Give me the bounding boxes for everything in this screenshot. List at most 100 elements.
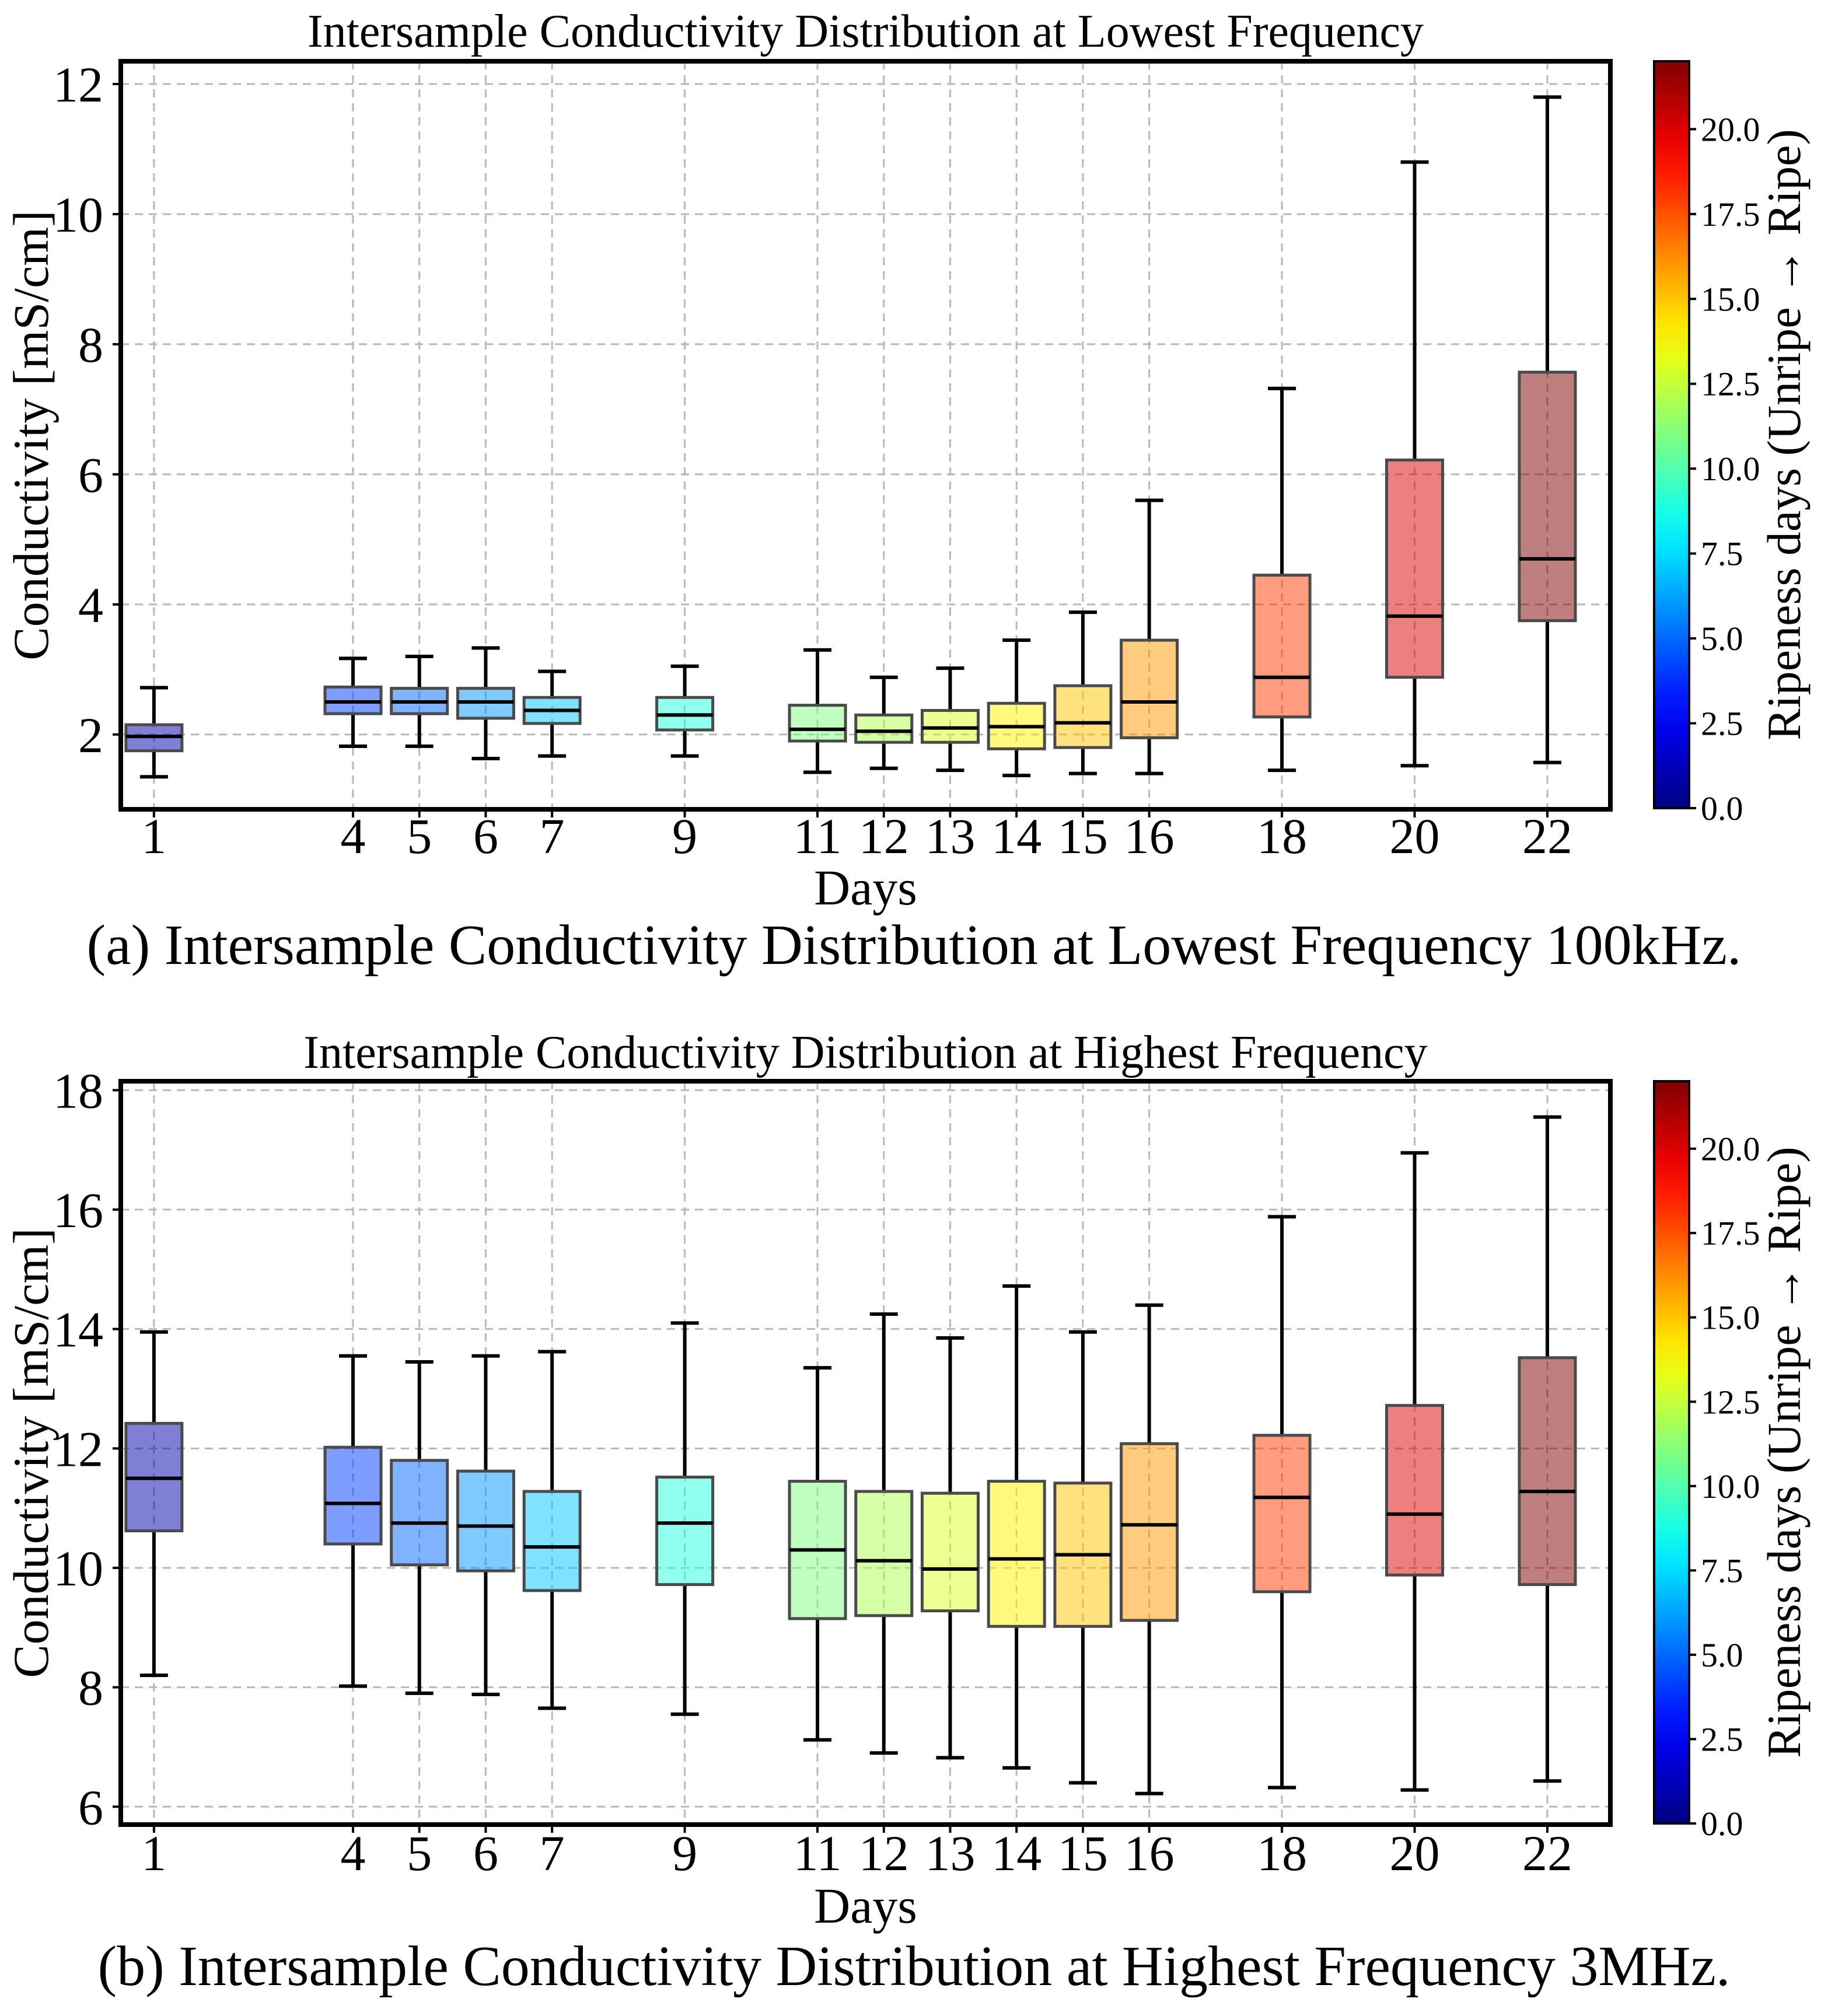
box-day-7 [522,1350,582,1710]
chart-title: Intersample Conductivity Distribution at… [307,6,1424,57]
box-iqr [987,1480,1046,1628]
x-tick-label: 5 [407,1825,432,1881]
x-tick-label: 16 [1124,1825,1175,1881]
colorbar-tick-label: 15.0 [1701,1299,1760,1337]
x-tick-label: 14 [991,1825,1041,1881]
box-day-14 [987,638,1046,778]
box-day-15 [1053,610,1113,775]
colorbar-tick-label: 10.0 [1701,450,1760,488]
box-day-16 [1120,498,1179,775]
box-day-13 [920,1336,980,1760]
y-tick-label: 10 [53,187,103,243]
x-tick-label: 7 [540,808,565,864]
y-tick-label: 4 [78,577,103,633]
box-day-12 [854,675,914,770]
y-tick-label: 8 [78,317,103,373]
colorbar-tick-label: 2.5 [1701,1720,1743,1758]
box-day-11 [788,1366,847,1742]
box-iqr [655,1475,715,1587]
colorbar-tick-label: 15.0 [1701,280,1760,318]
x-tick-label: 6 [473,1825,498,1881]
x-tick-label: 4 [341,1825,366,1881]
y-axis-label: Conductivity [mS/cm] [3,1228,59,1678]
x-tick-label: 1 [141,1825,166,1881]
x-tick-label: 14 [991,808,1041,864]
x-tick-label: 22 [1522,808,1572,864]
y-tick-label: 18 [53,1063,103,1119]
box-day-15 [1053,1330,1113,1785]
colorbar-tick-label: 20.0 [1701,1130,1760,1168]
box-iqr [1120,1442,1179,1622]
box-iqr [920,1491,980,1613]
y-tick-label: 8 [78,1660,103,1716]
caption-b: (b) Intersample Conductivity Distributio… [97,1935,1731,1998]
box-day-20 [1385,160,1445,768]
x-tick-label: 12 [859,808,909,864]
colorbar-tick-label: 12.5 [1701,1383,1760,1421]
x-axis-label: Days [814,1878,917,1934]
box-iqr [1120,638,1179,739]
box-iqr [854,1490,914,1617]
y-tick-label: 10 [53,1540,103,1596]
box-iqr [456,1469,515,1573]
box-iqr [1518,1356,1577,1587]
box-day-18 [1252,1215,1312,1790]
box-iqr [854,713,914,744]
x-tick-label: 7 [540,1825,565,1881]
colorbar: 0.0 2.5 5.0 7.5 10.0 12.5 15.0 17.5 20.0Ripeness… [1653,1080,1810,1843]
colorbar-label: Ripeness days (Unripe → Ripe) [1757,1147,1810,1758]
colorbar-tick-label: 0.0 [1701,789,1743,827]
x-tick-label: 11 [794,1825,842,1881]
box-iqr [1053,684,1113,749]
x-tick-label: 20 [1390,1825,1440,1881]
box-day-13 [920,666,980,773]
box-iqr [788,704,847,743]
x-tick-label: 1 [141,808,166,864]
colorbar-tick-label: 7.5 [1701,1552,1743,1589]
box-day-20 [1385,1151,1445,1792]
box-iqr [323,1445,383,1546]
box-day-4 [323,656,383,748]
colorbar-tick-label: 5.0 [1701,1636,1743,1674]
colorbar-tick-label: 20.0 [1701,110,1760,148]
colorbar-tick-label: 17.5 [1701,195,1760,233]
y-tick-label: 12 [53,1421,103,1477]
x-tick-label: 15 [1058,808,1108,864]
x-tick-label: 11 [794,808,842,864]
x-tick-label: 9 [672,808,697,864]
box-day-7 [522,669,582,758]
x-tick-label: 6 [473,808,498,864]
x-tick-label: 18 [1257,808,1307,864]
box-day-22 [1518,1115,1577,1783]
colorbar-tick-label: 17.5 [1701,1214,1760,1252]
colorbar-tick-label: 0.0 [1701,1805,1743,1843]
colorbar-gradient [1653,60,1690,809]
x-tick-label: 18 [1257,1825,1307,1881]
x-tick-label: 5 [407,808,432,864]
colorbar: 0.0 2.5 5.0 7.5 10.0 12.5 15.0 17.5 20.0Ripeness… [1653,60,1810,827]
y-tick-label: 14 [53,1302,103,1358]
colorbar-tick-label: 10.0 [1701,1468,1760,1505]
colorbar-tick-label: 7.5 [1701,535,1743,573]
box-day-22 [1518,95,1577,764]
box-day-14 [987,1284,1046,1770]
box-day-5 [390,655,449,748]
colorbar-label: Ripeness days (Unripe → Ripe) [1757,129,1810,740]
x-tick-label: 20 [1390,808,1440,864]
box-day-16 [1120,1303,1179,1795]
x-tick-label: 13 [925,1825,975,1881]
x-tick-label: 9 [672,1825,697,1881]
x-tick-label: 13 [925,808,975,864]
colorbar-tick-label: 2.5 [1701,705,1743,743]
chart-title: Intersample Conductivity Distribution at… [303,1027,1427,1078]
x-tick-label: 16 [1124,808,1175,864]
box-day-18 [1252,386,1312,773]
axes-frame [118,1079,1613,1827]
box-day-5 [390,1360,449,1695]
box-day-9 [655,1321,715,1716]
caption-a: (a) Intersample Conductivity Distributio… [86,914,1742,977]
box-iqr [1252,1434,1312,1594]
box-day-1 [124,1330,184,1678]
